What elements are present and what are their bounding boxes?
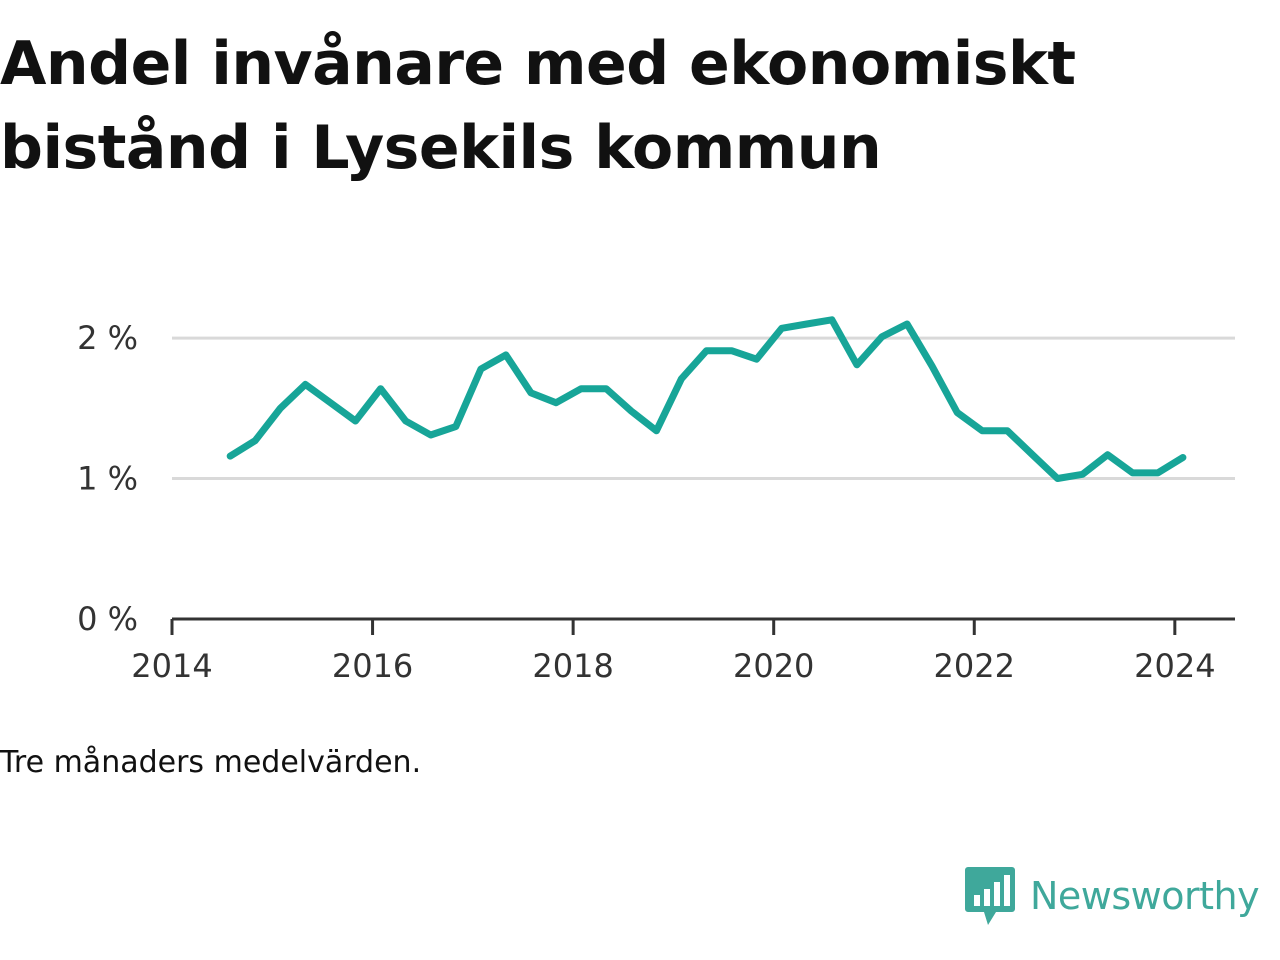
series-line-group [226, 316, 1187, 482]
y-tick-label: 2 % [77, 319, 138, 357]
x-tick-label: 2016 [332, 647, 413, 685]
y-tick-label: 1 % [77, 460, 138, 498]
y-axis-labels: 0 % 1 % 2 % [77, 319, 138, 638]
x-tick-label: 2022 [934, 647, 1015, 685]
x-tick-label: 2024 [1134, 647, 1215, 685]
y-tick-label: 0 % [77, 600, 138, 638]
brand-name: Newsworthy [1030, 874, 1260, 918]
x-tick-label: 2020 [733, 647, 814, 685]
x-axis [170, 617, 1235, 635]
series-line [226, 316, 1187, 482]
x-tick-label: 2018 [532, 647, 613, 685]
chart-title: Andel invånare med ekonomiskt bistånd i … [0, 29, 1076, 183]
bar-chart-speech-bubble-icon [965, 867, 1015, 925]
line-chart: 0 % 1 % 2 % 2014 2016 2018 2020 2022 2024 [77, 316, 1235, 685]
brand-logo: Newsworthy [964, 864, 1260, 928]
x-axis-labels: 2014 2016 2018 2020 2022 2024 [131, 647, 1215, 685]
x-tick-label: 2014 [131, 647, 212, 685]
chart-note: Tre månaders medelvärden. [0, 745, 422, 780]
